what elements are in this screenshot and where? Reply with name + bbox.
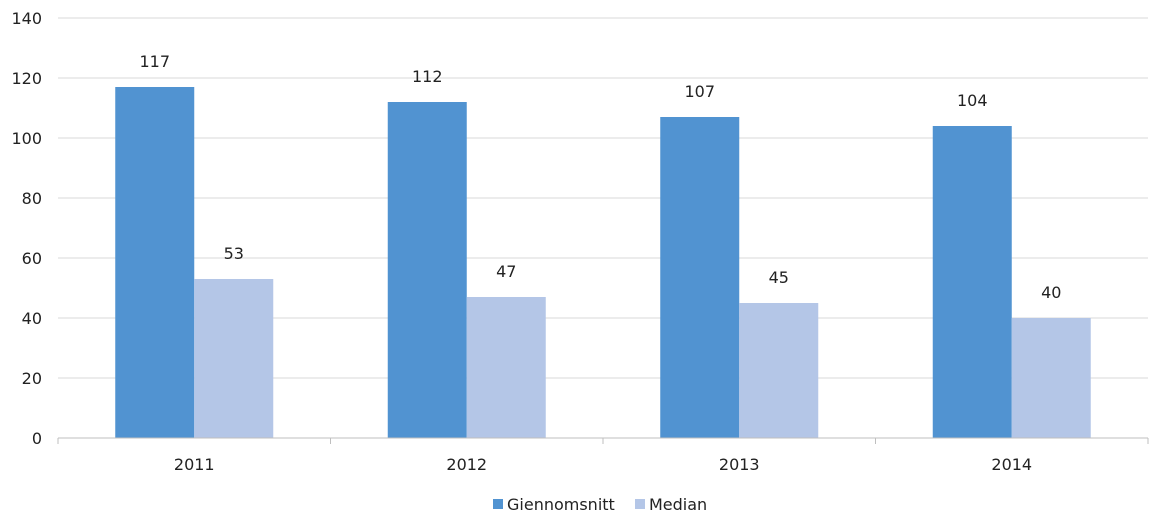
data-label: 117: [139, 52, 170, 71]
y-tick-label: 60: [22, 249, 42, 268]
data-label: 104: [957, 91, 988, 110]
y-tick-label: 100: [11, 129, 42, 148]
y-tick-label: 80: [22, 189, 42, 208]
legend: Giennomsnitt Median: [493, 495, 707, 514]
data-label: 45: [769, 268, 789, 287]
bar-giennomsnitt: [387, 102, 467, 438]
bars: [115, 87, 1091, 438]
y-tick-label: 140: [11, 9, 42, 28]
bar-median: [194, 279, 274, 438]
y-tick-label: 40: [22, 309, 42, 328]
data-label: 112: [412, 67, 443, 86]
data-label: 40: [1041, 283, 1061, 302]
bar-median: [1011, 318, 1091, 438]
bar-giennomsnitt: [660, 117, 740, 438]
x-tick-label: 2011: [174, 455, 215, 474]
x-tick-label: 2014: [991, 455, 1032, 474]
data-label: 47: [496, 262, 516, 281]
data-label: 53: [224, 244, 244, 263]
data-labels: 117 53 112 47 107 45 104 40: [139, 52, 1061, 302]
bar-median: [739, 303, 819, 438]
legend-swatch-median: [635, 499, 645, 509]
bar-giennomsnitt: [932, 126, 1012, 438]
bar-median: [466, 297, 546, 438]
x-axis: 2011 2012 2013 2014: [57, 437, 1149, 474]
x-tick-label: 2012: [446, 455, 487, 474]
y-tick-label: 0: [32, 429, 42, 448]
data-label: 107: [684, 82, 715, 101]
y-axis-ticks: 0 20 40 60 80 100 120 140: [11, 9, 42, 448]
legend-label-median: Median: [649, 495, 707, 514]
bar-giennomsnitt: [115, 87, 195, 438]
legend-label-giennomsnitt: Giennomsnitt: [507, 495, 615, 514]
x-tick-label: 2013: [719, 455, 760, 474]
legend-swatch-giennomsnitt: [493, 499, 503, 509]
y-tick-label: 20: [22, 369, 42, 388]
y-tick-label: 120: [11, 69, 42, 88]
